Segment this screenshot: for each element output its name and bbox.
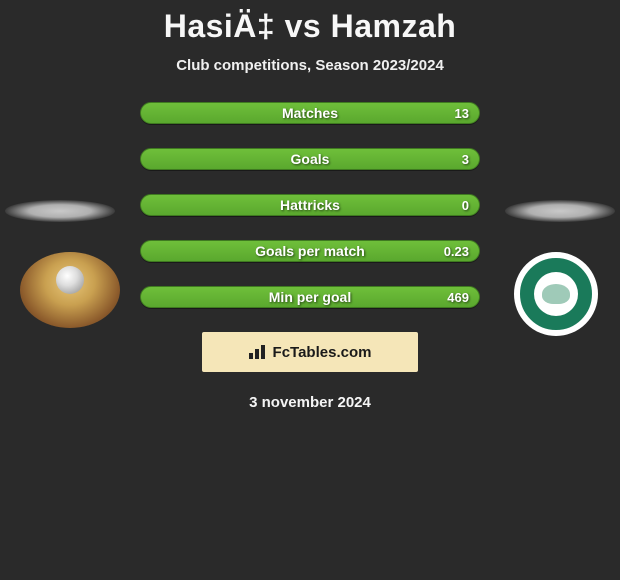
stat-label: Hattricks — [280, 197, 340, 213]
brand-box[interactable]: FcTables.com — [202, 332, 418, 372]
stat-pill-min-per-goal: Min per goal 469 — [140, 286, 480, 308]
shadow-ellipse-left — [5, 200, 115, 222]
club-crest-left — [20, 252, 120, 328]
stat-label: Goals per match — [255, 243, 365, 259]
crest-right-inner — [534, 272, 578, 316]
stat-value: 3 — [462, 152, 469, 167]
club-crest-right — [514, 252, 598, 336]
brand-text: FcTables.com — [273, 344, 372, 361]
stat-value: 0 — [462, 198, 469, 213]
page-title: HasiÄ‡ vs Hamzah — [0, 0, 620, 45]
bird-icon — [542, 284, 570, 304]
stat-value: 13 — [455, 106, 469, 121]
crest-left-ball-icon — [56, 266, 84, 294]
comparison-card: HasiÄ‡ vs Hamzah Club competitions, Seas… — [0, 0, 620, 580]
bar-chart-icon — [249, 345, 267, 359]
stat-label: Matches — [282, 105, 338, 121]
stat-pill-matches: Matches 13 — [140, 102, 480, 124]
stat-label: Min per goal — [269, 289, 351, 305]
page-subtitle: Club competitions, Season 2023/2024 — [0, 57, 620, 74]
date-line: 3 november 2024 — [0, 394, 620, 411]
stat-pill-hattricks: Hattricks 0 — [140, 194, 480, 216]
stat-label: Goals — [291, 151, 330, 167]
stat-pill-goals: Goals 3 — [140, 148, 480, 170]
stat-value: 469 — [447, 290, 469, 305]
stat-value: 0.23 — [444, 244, 469, 259]
shadow-ellipse-right — [505, 200, 615, 222]
stat-pill-goals-per-match: Goals per match 0.23 — [140, 240, 480, 262]
